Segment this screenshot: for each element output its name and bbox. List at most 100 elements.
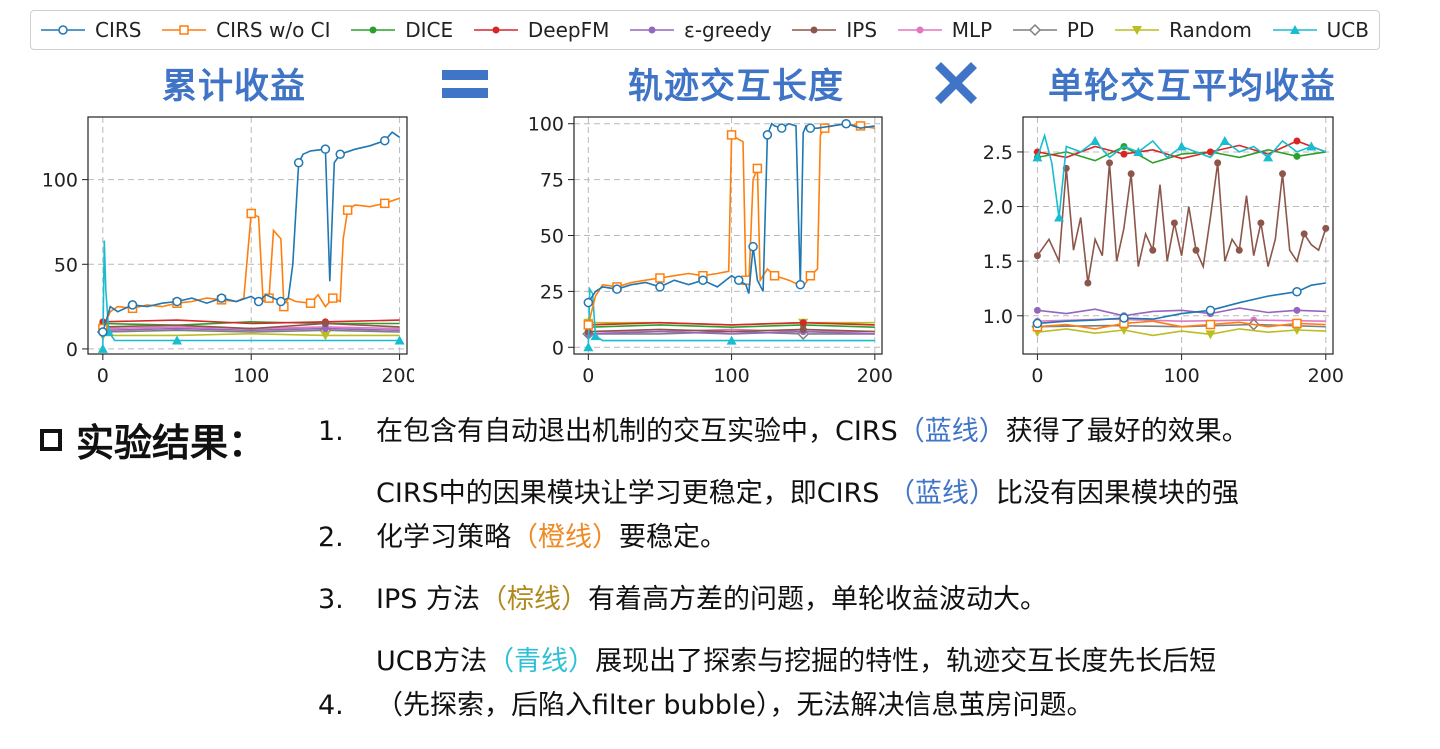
result-text-part: CIRS中的因果模块让学习更稳定，即CIRS — [376, 478, 889, 509]
equals-icon — [442, 70, 488, 98]
data-point — [321, 320, 329, 328]
data-point — [583, 297, 594, 308]
result-text-part: IPS 方法 — [376, 584, 480, 615]
y-tick-label: 50 — [54, 254, 78, 276]
y-tick-label: 0 — [66, 339, 78, 361]
series-line-ips — [102, 322, 400, 330]
data-point — [1291, 325, 1302, 335]
series-line-cirswoci — [1037, 320, 1326, 330]
data-point — [1119, 313, 1129, 323]
legend-label: PD — [1066, 18, 1095, 42]
series-line-ucb — [1036, 132, 1327, 218]
result-text: CIRS中的因果模块让学习更稳定，即CIRS （蓝线）比没有因果模块的强 化学习策… — [376, 472, 1239, 560]
series-line-dice — [102, 320, 400, 327]
series-line-greedy — [102, 327, 400, 332]
data-point — [733, 275, 744, 285]
y-tick-label: 100 — [42, 170, 78, 192]
data-point — [1192, 246, 1200, 254]
data-point — [253, 296, 264, 307]
data-point — [305, 298, 316, 308]
chart-cumulative-reward: 0 100 200 0 50 100 — [42, 116, 414, 387]
series-line-pd — [102, 329, 400, 333]
legend-marker — [492, 26, 500, 34]
data-point — [1149, 246, 1157, 254]
result-text-part: 展现出了探索与挖掘的特性，轨迹交互长度先长后短 — [595, 646, 1217, 677]
data-point — [98, 327, 108, 337]
y-tick-label: 2.0 — [983, 197, 1013, 219]
legend-label: MLP — [951, 18, 993, 42]
highlight-cyan: （青线） — [487, 646, 596, 677]
data-point — [799, 319, 807, 327]
legend-label: Random — [1169, 18, 1252, 42]
result-number: 1. — [318, 416, 344, 447]
data-point — [379, 198, 390, 209]
x-tick-label: 200 — [381, 365, 414, 387]
series-line-cirswoci — [587, 122, 875, 326]
result-number: 3. — [318, 584, 344, 615]
legend-marker — [916, 26, 924, 34]
result-item-2: 2. CIRS中的因果模块让学习更稳定，即CIRS （蓝线）比没有因果模块的强 化学… — [318, 472, 1239, 560]
result-number: 2. — [318, 522, 344, 553]
data-point — [1293, 152, 1301, 160]
legend-marker — [369, 26, 377, 34]
legend-line-icon — [351, 26, 396, 34]
heading-avg-reward: 单轮交互平均收益 — [1048, 67, 1337, 107]
data-point — [655, 273, 665, 283]
data-point — [1279, 170, 1287, 178]
y-tick-label: 100 — [528, 114, 564, 136]
data-point — [762, 130, 773, 140]
data-point — [855, 121, 866, 131]
legend-item: MLP — [897, 18, 993, 42]
data-point — [748, 241, 758, 252]
series-line-deepfm — [102, 319, 400, 325]
result-text: 在包含有自动退出机制的交互实验中，CIRS（蓝线）获得了最好的效果。 — [376, 410, 1249, 454]
highlight-orange: （橙线） — [511, 522, 619, 553]
plot-frame — [1022, 116, 1334, 355]
x-tick-label: 0 — [1031, 365, 1043, 387]
data-point — [1300, 230, 1308, 238]
legend-label: DeepFM — [527, 18, 610, 42]
legend-label: CIRS — [95, 18, 142, 42]
legend-line-icon — [897, 26, 942, 34]
data-point — [726, 335, 737, 345]
data-point — [776, 123, 787, 133]
series-line-dice — [1037, 145, 1326, 164]
data-point — [805, 123, 816, 133]
data-point — [216, 293, 227, 303]
result-item-1: 1. 在包含有自动退出机制的交互实验中，CIRS（蓝线）获得了最好的效果。 — [318, 410, 1249, 454]
result-text-part: 在包含有自动退出机制的交互实验中，CIRS — [376, 416, 898, 447]
legend-label: IPS — [846, 18, 878, 42]
legend-label: DICE — [405, 18, 454, 42]
chart-avg-reward: 0 100 200 1.0 1.5 2.0 2.5 — [983, 116, 1343, 387]
data-point — [1054, 212, 1065, 222]
series-line-ips — [588, 328, 875, 333]
data-point — [583, 320, 594, 330]
data-point — [276, 296, 286, 307]
heading-cumulative-reward: 累计收益 — [162, 67, 307, 107]
data-point — [1032, 318, 1043, 329]
legend-marker — [1132, 26, 1143, 35]
data-point — [1033, 306, 1041, 314]
chart-trajectory-length: 0 100 200 0 25 50 75 100 — [528, 114, 892, 387]
data-point — [1205, 319, 1216, 330]
result-text-part: 有着高方差的问题，单轮收益波动大。 — [587, 584, 1047, 615]
data-point — [841, 118, 851, 129]
data-point — [335, 149, 345, 159]
x-tick-label: 100 — [233, 365, 269, 387]
legend-line-icon — [630, 26, 675, 34]
legend-label: UCB — [1326, 18, 1369, 42]
results-label-text: 实验结果： — [76, 421, 267, 465]
data-point — [1292, 286, 1302, 297]
data-point — [612, 284, 622, 294]
x-tick-label: 100 — [713, 365, 749, 387]
data-point — [1306, 141, 1317, 151]
result-number: 4. — [318, 690, 344, 721]
legend-line-icon — [41, 25, 85, 35]
data-point — [172, 335, 183, 345]
data-point — [583, 342, 594, 352]
series-line-dice — [588, 324, 875, 329]
legend-item: DICE — [351, 18, 453, 42]
result-text-part: 化学习策略 — [376, 522, 511, 553]
series-line-random — [1037, 328, 1326, 337]
y-tick-label: 1.5 — [983, 251, 1013, 273]
